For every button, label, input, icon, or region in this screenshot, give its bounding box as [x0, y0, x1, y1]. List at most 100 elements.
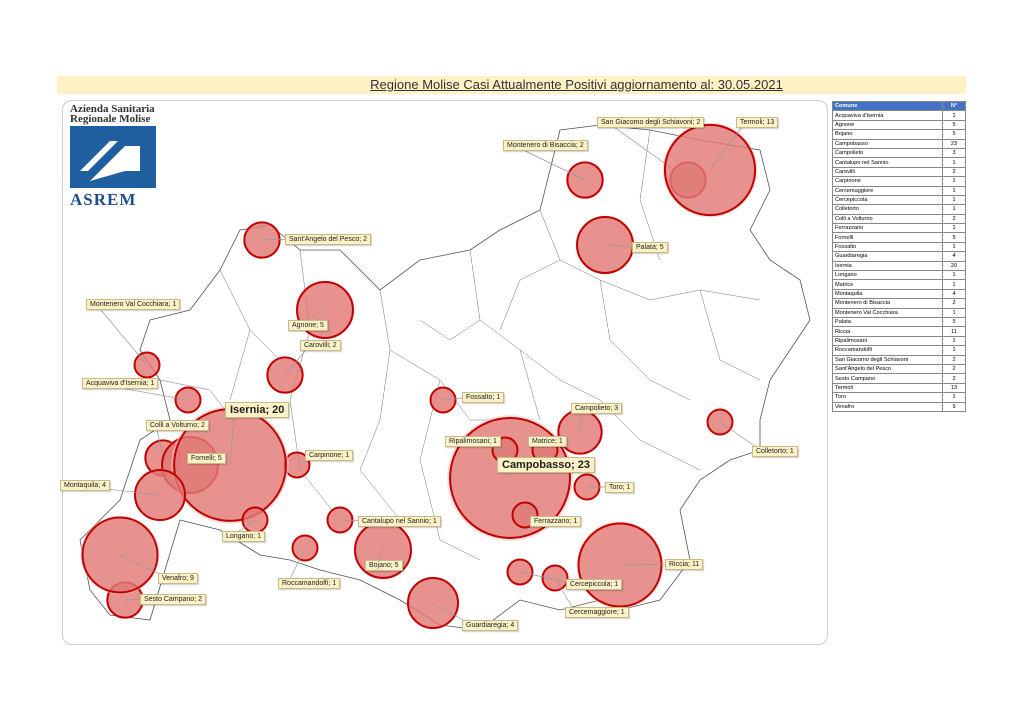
cell-count: 4	[942, 251, 966, 262]
table-row: San Giacomo degli Schiavoni 2	[832, 354, 966, 365]
map-label: Fossalto; 1	[462, 392, 505, 403]
table-row: Palata 5	[832, 316, 966, 328]
cell-comune: Sant'Angelo del Pesco	[832, 363, 943, 375]
cell-count: 2	[942, 363, 966, 375]
table-row: Ripalimosani 1	[832, 335, 966, 347]
cell-comune: Campolieto	[832, 147, 943, 159]
map-label: Montenero Val Cocchiara; 1	[86, 299, 181, 310]
cell-comune: Sesto Campano	[832, 373, 943, 384]
header-comune: Comune	[832, 100, 943, 112]
map-label: Roccamandolfi; 1	[278, 578, 341, 589]
map-label: Ripalimosani; 1	[445, 436, 501, 447]
cell-comune: Palata	[832, 316, 943, 328]
cell-count: 1	[942, 307, 966, 319]
cell-count: 2	[942, 298, 966, 309]
map-label: Sesto Campano; 2	[140, 594, 206, 605]
table-row: Isernia 20	[832, 260, 966, 272]
map-label: Toro; 1	[605, 482, 635, 493]
cell-comune: Carovilli	[832, 166, 943, 178]
cell-count: 1	[942, 204, 966, 215]
map-label: Carovilli; 2	[300, 340, 341, 351]
cases-table: Comune N° Acquaviva d'Isernia 1 Agnone 5 Boj…	[832, 100, 966, 412]
map-label: Montaquila; 4	[60, 480, 111, 491]
cell-count: 11	[942, 326, 966, 337]
table-row: Colli a Volturno 2	[832, 213, 966, 225]
map-label: Campolieto; 3	[571, 403, 623, 414]
callout-leader	[709, 121, 747, 171]
cell-count: 5	[942, 232, 966, 243]
cell-count: 1	[942, 194, 966, 206]
cell-comune: Cercepiccola	[832, 194, 943, 206]
table-row: Agnone 5	[832, 119, 966, 131]
cell-count: 1	[942, 241, 966, 253]
cell-count: 1	[942, 176, 966, 187]
cell-count: 5	[942, 119, 966, 131]
table-row: Toro 1	[832, 392, 966, 403]
cell-comune: Fornelli	[832, 232, 943, 243]
cell-comune: Guardiaregia	[832, 251, 943, 262]
map-label: Ferrazzano; 1	[530, 516, 582, 527]
table-row: Sant'Angelo del Pesco 2	[832, 363, 966, 375]
cell-comune: Venafro	[832, 401, 943, 412]
table-row: Longano 1	[832, 270, 966, 281]
table-row: Bojano 5	[832, 129, 966, 140]
table-row: Fornelli 5	[832, 232, 966, 243]
map-label: Montenero di Bisaccia; 2	[503, 140, 588, 151]
callout-leader	[287, 547, 306, 584]
table-row: Matrice 1	[832, 279, 966, 290]
cell-comune: Campobasso	[832, 138, 943, 149]
map-label: Cercepiccola; 1	[566, 579, 623, 590]
cell-comune: Termoli	[832, 382, 943, 394]
cell-count: 23	[942, 138, 966, 149]
cell-count: 2	[942, 373, 966, 384]
cell-count: 2	[942, 354, 966, 365]
map-label: Matrice; 1	[528, 436, 567, 447]
table-row: Montaquila 4	[832, 288, 966, 300]
cell-comune: Acquaviva d'Isernia	[832, 110, 943, 121]
cell-count: 9	[942, 401, 966, 412]
cell-comune: Colli a Volturno	[832, 213, 943, 225]
header-count: N°	[942, 100, 966, 112]
cell-count: 5	[942, 129, 966, 140]
table-row: Cantalupo nel Sannio 1	[832, 157, 966, 168]
table-row: Carovilli 2	[832, 166, 966, 178]
cell-count: 1	[942, 335, 966, 347]
map-label: Cantalupo nel Sannio; 1	[358, 516, 441, 527]
cell-comune: Montenero di Bisaccia	[832, 298, 943, 309]
cell-comune: Longano	[832, 270, 943, 281]
cell-count: 1	[942, 279, 966, 290]
map-label: San Giacomo degli Schiavoni; 2	[597, 117, 705, 128]
table-row: Montenero di Bisaccia 2	[832, 298, 966, 309]
cell-comune: Agnone	[832, 119, 943, 131]
cell-comune: San Giacomo degli Schiavoni	[832, 354, 943, 365]
asrem-logo: Azienda Sanitaria Regionale Molise ASREM	[70, 104, 166, 212]
cell-comune: Toro	[832, 392, 943, 403]
table-row: Cercepiccola 1	[832, 194, 966, 206]
callout-leader	[95, 303, 148, 366]
cell-comune: Montaquila	[832, 288, 943, 300]
map-label: Guardiaregia; 4	[462, 620, 519, 631]
cell-count: 1	[942, 345, 966, 356]
cell-comune: Ripalimosani	[832, 335, 943, 347]
table-row: Cercemaggiore 1	[832, 185, 966, 196]
cell-count: 1	[942, 110, 966, 121]
cell-comune: Montenero Val Cocchiara	[832, 307, 943, 319]
cell-count: 1	[942, 185, 966, 196]
logo-emblem	[70, 126, 156, 188]
cell-comune: Fossalto	[832, 241, 943, 253]
cell-comune: Isernia	[832, 260, 943, 272]
cell-comune: Riccia	[832, 326, 943, 337]
table-row: Carpinone 1	[832, 176, 966, 187]
table-row: Riccia 11	[832, 326, 966, 337]
table-row: Termoli 13	[832, 382, 966, 394]
map-label: Bojano; 5	[365, 560, 403, 571]
map-label: Palata; 5	[632, 242, 668, 253]
map-label: Venafro; 9	[158, 573, 198, 584]
map-label: Fornelli; 5	[187, 453, 226, 464]
map-label: Campobasso; 23	[497, 457, 596, 473]
map-label: Cercemaggiore; 1	[565, 607, 629, 618]
cell-count: 4	[942, 288, 966, 300]
map-label: Colletorto; 1	[752, 446, 798, 457]
title-bar: Regione Molise Casi Attualmente Positivi…	[57, 76, 966, 94]
